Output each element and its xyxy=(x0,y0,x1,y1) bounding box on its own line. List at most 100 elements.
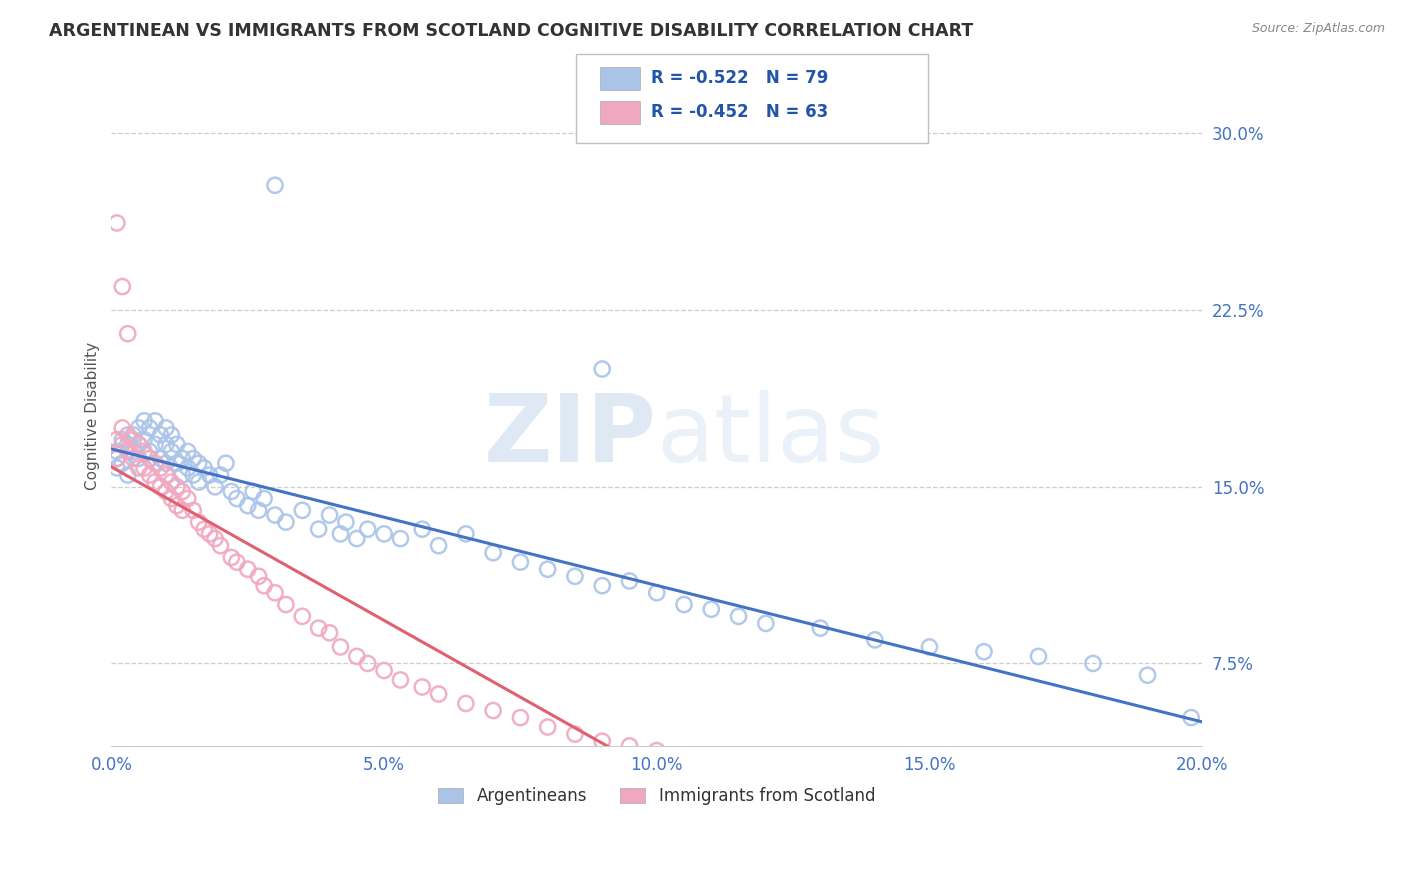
Point xyxy=(181,468,204,483)
Point xyxy=(187,475,209,489)
Point xyxy=(177,491,200,506)
Point xyxy=(700,757,723,772)
Point xyxy=(427,687,450,701)
Point xyxy=(155,468,177,483)
Point xyxy=(591,734,613,748)
Point xyxy=(1081,657,1104,671)
Point xyxy=(128,437,150,451)
Point xyxy=(411,680,433,694)
Point xyxy=(215,456,238,470)
Point xyxy=(308,621,330,635)
Point xyxy=(454,697,477,711)
Point xyxy=(160,491,183,506)
Point xyxy=(242,484,264,499)
Text: ARGENTINEAN VS IMMIGRANTS FROM SCOTLAND COGNITIVE DISABILITY CORRELATION CHART: ARGENTINEAN VS IMMIGRANTS FROM SCOTLAND … xyxy=(49,22,973,40)
Point xyxy=(1180,710,1202,724)
Point xyxy=(318,625,340,640)
Point xyxy=(318,508,340,522)
Point xyxy=(236,562,259,576)
Point xyxy=(128,437,150,451)
Point xyxy=(105,433,128,447)
Point xyxy=(155,484,177,499)
Point xyxy=(537,720,560,734)
Point xyxy=(411,522,433,536)
Point xyxy=(143,475,166,489)
Point xyxy=(253,491,276,506)
Point xyxy=(591,362,613,376)
Point xyxy=(166,499,188,513)
Point xyxy=(247,569,270,583)
Point xyxy=(134,414,156,428)
Point xyxy=(105,461,128,475)
Point xyxy=(160,475,183,489)
Point xyxy=(373,664,395,678)
Point xyxy=(619,574,641,588)
Point xyxy=(105,451,128,466)
Point xyxy=(111,421,134,435)
Point xyxy=(509,710,531,724)
Point xyxy=(357,657,380,671)
Point xyxy=(308,522,330,536)
Point xyxy=(918,640,941,654)
Point xyxy=(264,586,287,600)
Point xyxy=(172,468,194,483)
Point xyxy=(117,444,139,458)
Point xyxy=(172,484,194,499)
Point xyxy=(111,279,134,293)
Point xyxy=(264,508,287,522)
Point xyxy=(122,451,145,466)
Legend: Argentineans, Immigrants from Scotland: Argentineans, Immigrants from Scotland xyxy=(432,780,882,812)
Point xyxy=(138,444,160,458)
Point xyxy=(1028,649,1050,664)
Point xyxy=(111,433,134,447)
Text: R = -0.522   N = 79: R = -0.522 N = 79 xyxy=(651,69,828,87)
Point xyxy=(389,532,412,546)
Point xyxy=(143,437,166,451)
Point xyxy=(274,515,297,529)
Point xyxy=(193,461,215,475)
Point xyxy=(863,632,886,647)
Point xyxy=(727,609,749,624)
Point xyxy=(122,444,145,458)
Point xyxy=(177,444,200,458)
Point xyxy=(700,602,723,616)
Point xyxy=(143,456,166,470)
Point xyxy=(134,444,156,458)
Point xyxy=(105,216,128,230)
Point xyxy=(198,527,221,541)
Text: R = -0.452   N = 63: R = -0.452 N = 63 xyxy=(651,103,828,120)
Point xyxy=(117,326,139,341)
Point xyxy=(808,621,831,635)
Point xyxy=(134,461,156,475)
Point xyxy=(177,461,200,475)
Point xyxy=(122,428,145,442)
Point xyxy=(149,428,172,442)
Point xyxy=(204,480,226,494)
Point xyxy=(128,461,150,475)
Point xyxy=(198,468,221,483)
Point xyxy=(160,444,183,458)
Point xyxy=(236,499,259,513)
Point xyxy=(160,428,183,442)
Point xyxy=(128,421,150,435)
Point xyxy=(204,532,226,546)
Point xyxy=(482,546,505,560)
Point xyxy=(166,480,188,494)
Point xyxy=(454,527,477,541)
Point xyxy=(389,673,412,687)
Point xyxy=(727,763,749,777)
Point xyxy=(209,468,232,483)
Point xyxy=(755,767,778,781)
Point xyxy=(105,444,128,458)
Point xyxy=(225,555,247,569)
Point xyxy=(619,739,641,753)
Point xyxy=(782,774,804,789)
Point xyxy=(128,451,150,466)
Point xyxy=(346,649,368,664)
Text: ZIP: ZIP xyxy=(484,390,657,482)
Point xyxy=(187,515,209,529)
Point xyxy=(117,437,139,451)
Point xyxy=(591,579,613,593)
Point xyxy=(673,598,696,612)
Point xyxy=(482,704,505,718)
